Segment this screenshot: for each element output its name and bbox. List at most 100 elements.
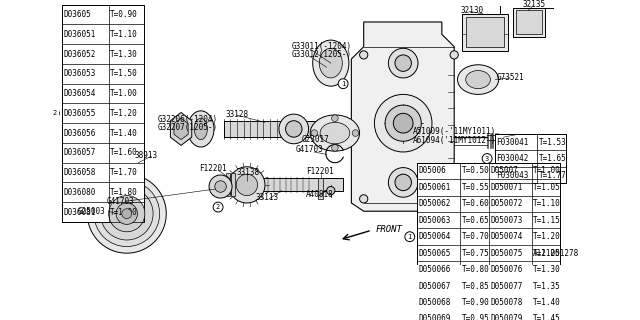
Text: T=0.75: T=0.75 xyxy=(461,249,490,258)
Text: D036052: D036052 xyxy=(63,50,96,59)
Text: T=1.10: T=1.10 xyxy=(533,199,561,208)
Text: T=0.55: T=0.55 xyxy=(461,183,490,192)
Circle shape xyxy=(385,105,421,141)
Circle shape xyxy=(360,195,368,203)
Circle shape xyxy=(228,167,265,203)
Text: 3: 3 xyxy=(485,156,489,162)
Text: T=1.40: T=1.40 xyxy=(110,129,138,138)
Text: T=1.10: T=1.10 xyxy=(110,30,138,39)
Circle shape xyxy=(395,55,412,71)
Circle shape xyxy=(112,147,141,177)
Bar xyxy=(62,5,144,222)
Ellipse shape xyxy=(458,65,499,94)
Text: 38913: 38913 xyxy=(135,151,158,160)
Text: T=0.50: T=0.50 xyxy=(461,166,490,175)
Text: D036053: D036053 xyxy=(63,69,96,78)
Text: D050072: D050072 xyxy=(490,199,523,208)
Circle shape xyxy=(332,115,338,122)
Circle shape xyxy=(332,145,338,151)
Text: D036056: D036056 xyxy=(63,129,96,138)
Circle shape xyxy=(94,181,160,247)
Text: D050077: D050077 xyxy=(490,282,523,291)
Circle shape xyxy=(109,196,145,232)
Text: T=1.45: T=1.45 xyxy=(533,315,561,320)
Text: T=1.20: T=1.20 xyxy=(110,109,138,118)
Text: T=1.65: T=1.65 xyxy=(539,154,566,163)
Bar xyxy=(224,121,319,137)
Text: T=0.70: T=0.70 xyxy=(461,232,490,241)
Text: T=1.40: T=1.40 xyxy=(533,298,561,307)
Text: G23017: G23017 xyxy=(302,135,330,144)
Text: D050076: D050076 xyxy=(490,265,523,274)
Ellipse shape xyxy=(466,70,490,89)
Text: D050079: D050079 xyxy=(490,315,523,320)
Circle shape xyxy=(311,130,317,136)
Text: T=1.20: T=1.20 xyxy=(533,232,561,241)
Text: T=0.65: T=0.65 xyxy=(461,216,490,225)
Circle shape xyxy=(49,108,60,118)
Bar xyxy=(319,178,323,199)
Text: T=0.95: T=0.95 xyxy=(461,315,490,320)
Text: D036080: D036080 xyxy=(63,188,96,197)
Text: G33012(1205-): G33012(1205-) xyxy=(291,50,351,60)
Text: T=1.30: T=1.30 xyxy=(110,50,138,59)
Text: D05006: D05006 xyxy=(419,166,447,175)
Circle shape xyxy=(352,130,359,136)
Text: D050065: D050065 xyxy=(419,249,451,258)
Circle shape xyxy=(395,174,412,191)
Text: T=1.00: T=1.00 xyxy=(110,89,138,98)
Text: A121001278: A121001278 xyxy=(533,249,579,258)
Text: T=1.15: T=1.15 xyxy=(533,216,561,225)
Text: 33138: 33138 xyxy=(236,168,259,177)
Circle shape xyxy=(374,94,432,152)
Polygon shape xyxy=(170,113,192,145)
Text: D050066: D050066 xyxy=(419,265,451,274)
Text: T=1.05: T=1.05 xyxy=(533,183,561,192)
Text: D036054: D036054 xyxy=(63,89,96,98)
Text: T=1.00: T=1.00 xyxy=(533,166,561,175)
Text: T=1.90: T=1.90 xyxy=(110,208,138,217)
Text: D050075: D050075 xyxy=(490,249,523,258)
Text: F12201: F12201 xyxy=(306,167,334,176)
Circle shape xyxy=(120,155,134,169)
Text: D036081: D036081 xyxy=(63,208,96,217)
Text: D050064: D050064 xyxy=(419,232,451,241)
Bar xyxy=(495,134,566,183)
Text: D050071: D050071 xyxy=(490,183,523,192)
Text: 1: 1 xyxy=(408,234,412,240)
Text: F030041: F030041 xyxy=(496,138,529,147)
Bar xyxy=(231,172,236,196)
Text: 33113: 33113 xyxy=(255,193,278,202)
Ellipse shape xyxy=(320,122,349,144)
Text: T=1.35: T=1.35 xyxy=(533,282,561,291)
Circle shape xyxy=(87,174,166,253)
Circle shape xyxy=(209,175,232,198)
Circle shape xyxy=(236,174,257,196)
Circle shape xyxy=(215,181,227,192)
Text: T=1.50: T=1.50 xyxy=(110,69,138,78)
Text: 1: 1 xyxy=(341,81,345,87)
Text: G32207(1205-): G32207(1205-) xyxy=(158,123,218,132)
Text: G25003: G25003 xyxy=(77,207,105,216)
Text: T=1.70: T=1.70 xyxy=(110,168,138,177)
Bar xyxy=(516,11,542,34)
Text: F030043: F030043 xyxy=(496,171,529,180)
Text: T=1.60: T=1.60 xyxy=(110,148,138,157)
Text: 2: 2 xyxy=(216,204,220,210)
Circle shape xyxy=(450,51,458,59)
Bar xyxy=(466,17,504,47)
Text: 2: 2 xyxy=(52,110,56,116)
Text: D050061: D050061 xyxy=(419,183,451,192)
Text: A61094('11MY1012-): A61094('11MY1012-) xyxy=(413,136,496,145)
Circle shape xyxy=(338,79,348,89)
Text: D050078: D050078 xyxy=(490,298,523,307)
Circle shape xyxy=(116,203,138,224)
Text: FRONT: FRONT xyxy=(376,225,403,234)
Text: D036055: D036055 xyxy=(63,109,96,118)
Ellipse shape xyxy=(188,111,214,147)
Text: D03605: D03605 xyxy=(63,10,91,19)
Text: G41703: G41703 xyxy=(296,145,323,154)
Circle shape xyxy=(388,168,418,197)
Text: D050074: D050074 xyxy=(490,232,523,241)
Circle shape xyxy=(388,48,418,78)
